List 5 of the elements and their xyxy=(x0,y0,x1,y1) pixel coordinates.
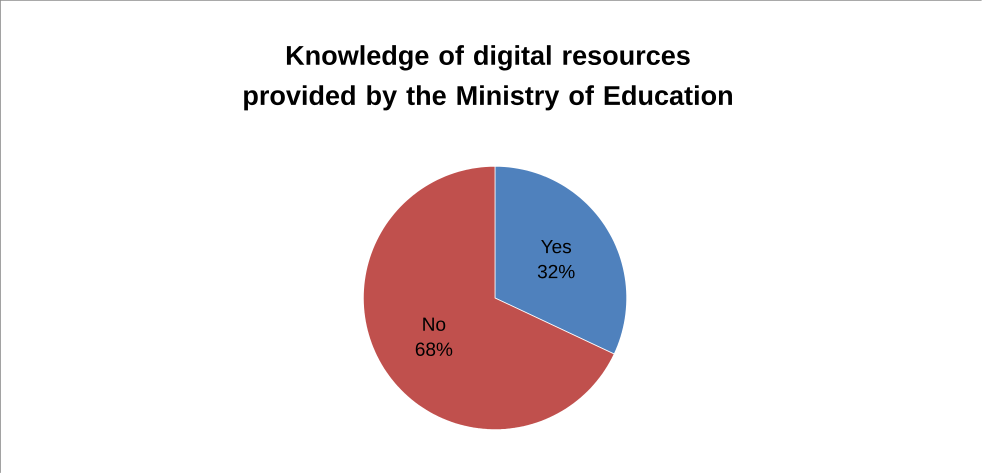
slice-label: Yes xyxy=(541,240,572,254)
data-label: 68% xyxy=(416,342,452,356)
slice-label: No xyxy=(423,317,446,331)
data-label: 32% xyxy=(538,264,575,278)
chart-title: Knowledge of digital resources provided by the Ministry of Education xyxy=(244,45,732,110)
